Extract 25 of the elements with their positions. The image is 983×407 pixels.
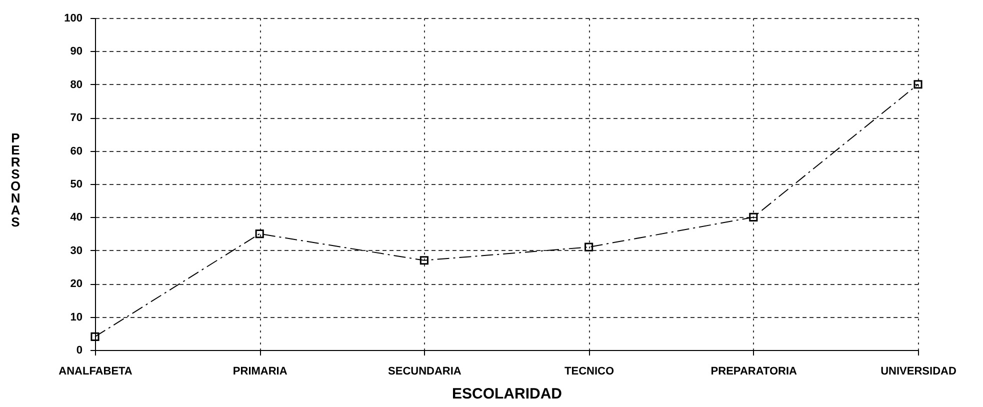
point <box>749 212 758 222</box>
x-tick-label: TECNICO <box>564 366 614 378</box>
y-tick-label: 50 <box>70 178 82 190</box>
x-tick-label: UNIVERSIDAD <box>880 366 956 378</box>
y-tick-label: 20 <box>70 278 82 290</box>
x-axis-title: ESCOLARIDAD <box>452 386 562 402</box>
x-tick-label: SECUNDARIA <box>388 366 462 378</box>
y-tick-label: 40 <box>70 212 82 224</box>
y-tick-label: 10 <box>70 311 82 324</box>
y-tick-label: 60 <box>70 145 82 158</box>
y-tick-label: 0 <box>76 344 82 356</box>
point <box>90 332 100 342</box>
y-tick-label: 70 <box>70 112 82 124</box>
point <box>914 80 922 89</box>
y-axis-title: PERSONAS <box>10 130 21 230</box>
x-tick-label: PREPARATORIA <box>710 366 798 378</box>
y-tick-label: 90 <box>70 46 82 58</box>
point <box>584 242 594 252</box>
x-tick-label: PRIMARIA <box>232 366 288 378</box>
point <box>420 256 428 265</box>
point <box>255 230 264 238</box>
y-tick-label: 100 <box>64 12 82 24</box>
y-tick-label: 30 <box>70 244 82 257</box>
x-tick-label: ANALFABETA <box>58 366 132 378</box>
y-tick-label: 80 <box>70 78 82 91</box>
